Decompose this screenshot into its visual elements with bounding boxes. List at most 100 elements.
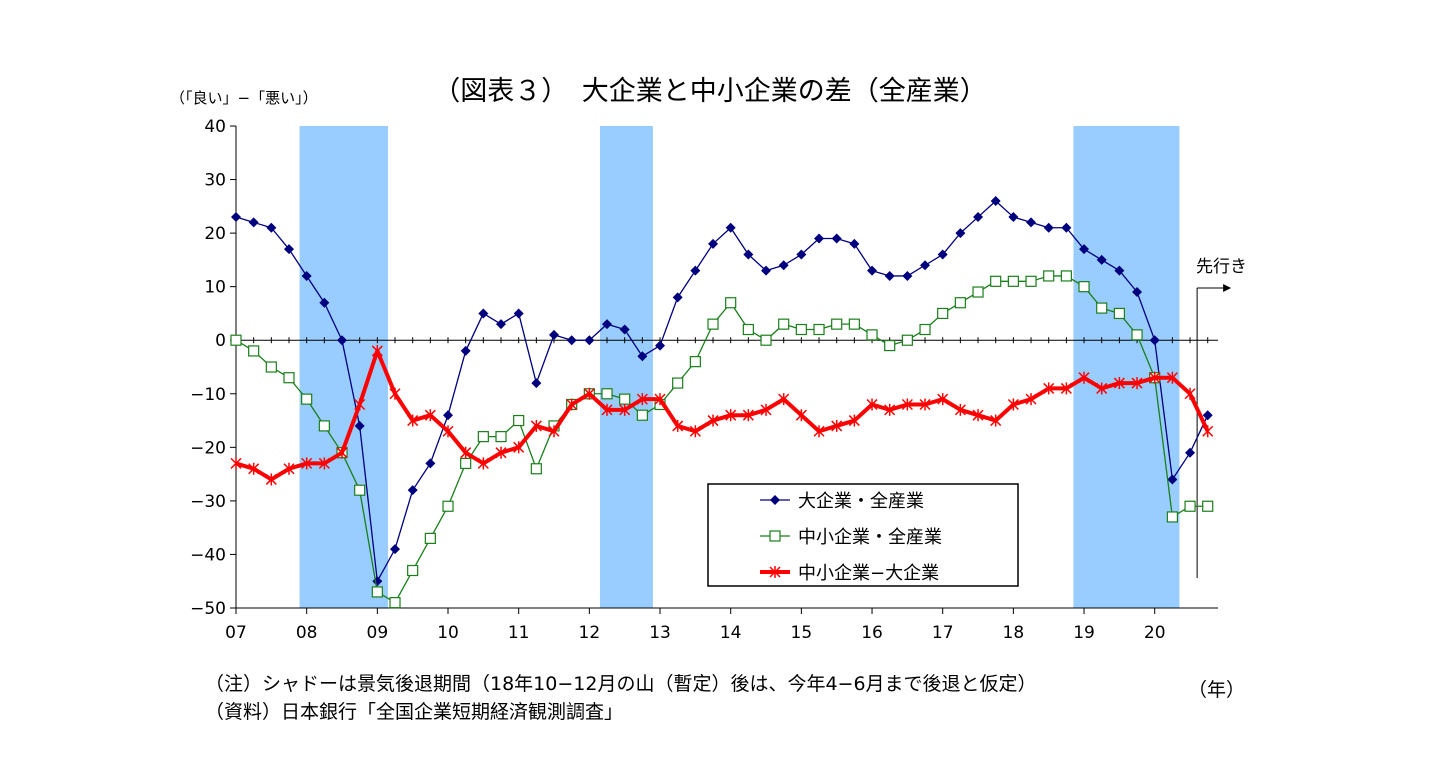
data-point xyxy=(283,372,295,384)
data-point xyxy=(1202,425,1214,438)
data-point xyxy=(743,249,754,260)
data-point xyxy=(301,270,312,281)
data-point xyxy=(1202,410,1213,421)
x-tick-label: 08 xyxy=(296,623,318,643)
data-point xyxy=(1131,329,1143,341)
data-point xyxy=(884,403,896,416)
data-point xyxy=(1113,307,1125,320)
data-point xyxy=(619,324,630,335)
data-point xyxy=(1043,270,1055,282)
x-tick-label: 20 xyxy=(1144,623,1166,643)
data-point xyxy=(531,378,542,389)
y-tick-label: 20 xyxy=(204,224,226,244)
data-point xyxy=(513,414,525,427)
data-point xyxy=(769,566,781,578)
data-point xyxy=(1026,217,1037,228)
recession-band-0 xyxy=(299,126,388,608)
data-point xyxy=(389,597,401,609)
data-point xyxy=(566,335,577,346)
y-tick-label: −10 xyxy=(190,385,226,405)
data-point xyxy=(566,398,578,411)
data-point xyxy=(778,260,789,271)
data-point xyxy=(813,323,825,336)
data-point xyxy=(795,323,807,336)
data-point xyxy=(954,297,966,309)
data-point xyxy=(1149,371,1161,384)
data-point xyxy=(689,356,701,368)
data-point xyxy=(301,457,313,470)
recession-band-2 xyxy=(1073,126,1180,608)
data-point xyxy=(742,409,754,422)
x-tick-label: 07 xyxy=(225,623,247,643)
data-point xyxy=(707,414,719,427)
data-point xyxy=(831,233,842,244)
data-point xyxy=(460,345,471,356)
data-point xyxy=(636,393,648,406)
data-point xyxy=(1096,254,1107,265)
data-point xyxy=(1149,335,1160,346)
data-point xyxy=(1025,275,1037,287)
data-point xyxy=(990,275,1002,287)
data-point xyxy=(1202,500,1214,512)
data-point xyxy=(1043,222,1054,233)
data-point xyxy=(601,403,613,416)
y-tick-label: 10 xyxy=(204,278,226,298)
data-point xyxy=(760,334,772,346)
data-point xyxy=(265,473,277,486)
data-point xyxy=(1060,382,1072,395)
data-point xyxy=(1184,387,1196,400)
data-point xyxy=(725,222,736,233)
data-point xyxy=(637,351,648,362)
data-point xyxy=(265,361,277,373)
data-point xyxy=(920,260,931,271)
data-point xyxy=(954,403,966,416)
data-point xyxy=(866,329,878,341)
x-tick-label: 11 xyxy=(508,623,530,643)
data-point xyxy=(266,222,277,233)
data-point xyxy=(549,329,560,340)
data-point xyxy=(795,409,807,422)
x-tick-label: 09 xyxy=(367,623,389,643)
data-point xyxy=(496,319,507,330)
data-point xyxy=(690,265,701,276)
data-point xyxy=(814,233,825,244)
data-point xyxy=(424,532,436,544)
data-point xyxy=(371,586,383,598)
y-tick-label: 0 xyxy=(215,331,226,351)
x-tick-label: 18 xyxy=(1003,623,1025,643)
data-point xyxy=(937,307,949,320)
data-point xyxy=(1008,212,1019,223)
data-point xyxy=(813,425,825,438)
data-point xyxy=(548,425,560,438)
data-point xyxy=(619,393,631,405)
data-point xyxy=(770,495,780,505)
data-point xyxy=(602,319,613,330)
data-point xyxy=(1131,377,1143,390)
data-point xyxy=(442,500,454,512)
chart-title: （図表３） 大企業と中小企業の差（全産業） xyxy=(433,76,987,107)
data-point xyxy=(301,393,313,405)
data-point xyxy=(1166,371,1178,384)
forecast-label: 先行き xyxy=(1196,257,1247,277)
data-point xyxy=(460,457,472,469)
data-point xyxy=(689,425,701,438)
data-point xyxy=(460,446,472,459)
data-point xyxy=(884,270,895,281)
data-point xyxy=(318,420,330,432)
data-point xyxy=(831,318,843,330)
legend-label: 大企業・全産業 xyxy=(798,491,924,512)
data-point xyxy=(707,318,719,330)
data-point xyxy=(248,345,260,357)
recession-shading-group xyxy=(299,126,1180,608)
data-point xyxy=(443,410,454,421)
data-point xyxy=(725,409,737,422)
data-point xyxy=(283,462,295,475)
y-tick-label: −40 xyxy=(190,545,226,565)
data-point xyxy=(619,403,631,416)
y-tick-label: 40 xyxy=(204,117,226,137)
data-point xyxy=(336,446,348,459)
x-tick-label: 19 xyxy=(1073,623,1095,643)
data-point xyxy=(937,393,949,406)
